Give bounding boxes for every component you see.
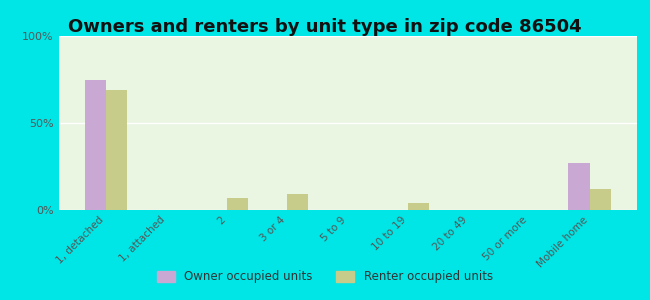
Legend: Owner occupied units, Renter occupied units: Owner occupied units, Renter occupied un…: [153, 266, 497, 288]
Bar: [590, 189, 611, 210]
Bar: [227, 198, 248, 210]
Bar: [106, 90, 127, 210]
Text: Owners and renters by unit type in zip code 86504: Owners and renters by unit type in zip c…: [68, 18, 582, 36]
Bar: [287, 194, 309, 210]
Bar: [408, 203, 430, 210]
Bar: [84, 80, 106, 210]
Bar: [568, 163, 590, 210]
